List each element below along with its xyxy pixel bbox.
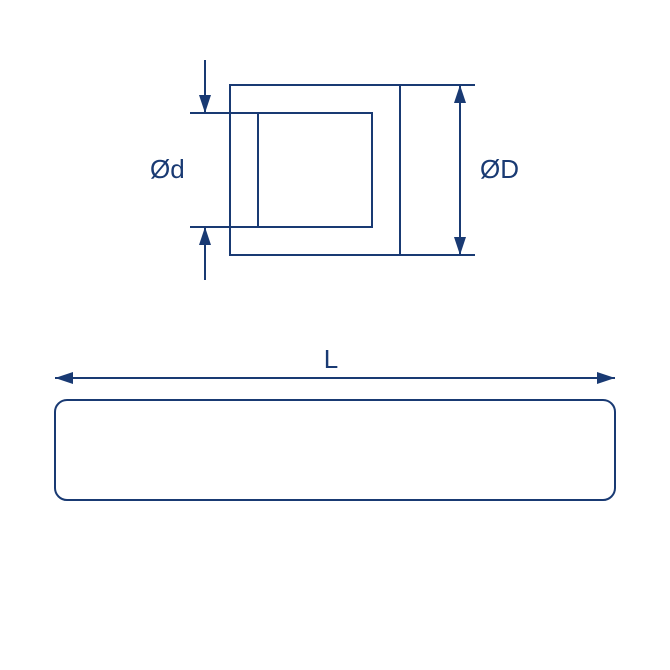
dim-D-label: ØD <box>480 154 519 184</box>
outer-square <box>230 85 400 255</box>
dimension-inner-d: Ød <box>150 60 258 280</box>
technical-drawing: ØD Ød L <box>0 0 670 670</box>
dim-L-arrow-right <box>597 372 615 384</box>
dim-d-label: Ød <box>150 154 185 184</box>
dim-L-arrow-left <box>55 372 73 384</box>
dimension-outer-D: ØD <box>400 85 519 255</box>
inner-square <box>258 113 372 227</box>
side-view-rect <box>55 400 615 500</box>
cross-section-view <box>230 85 400 255</box>
side-view <box>55 400 615 500</box>
dim-D-arrow-bottom <box>454 237 466 255</box>
dim-d-arrow-top <box>199 95 211 113</box>
dim-D-arrow-top <box>454 85 466 103</box>
dimension-length-L: L <box>55 344 615 384</box>
dim-d-arrow-bottom <box>199 227 211 245</box>
dim-L-label: L <box>324 344 338 374</box>
